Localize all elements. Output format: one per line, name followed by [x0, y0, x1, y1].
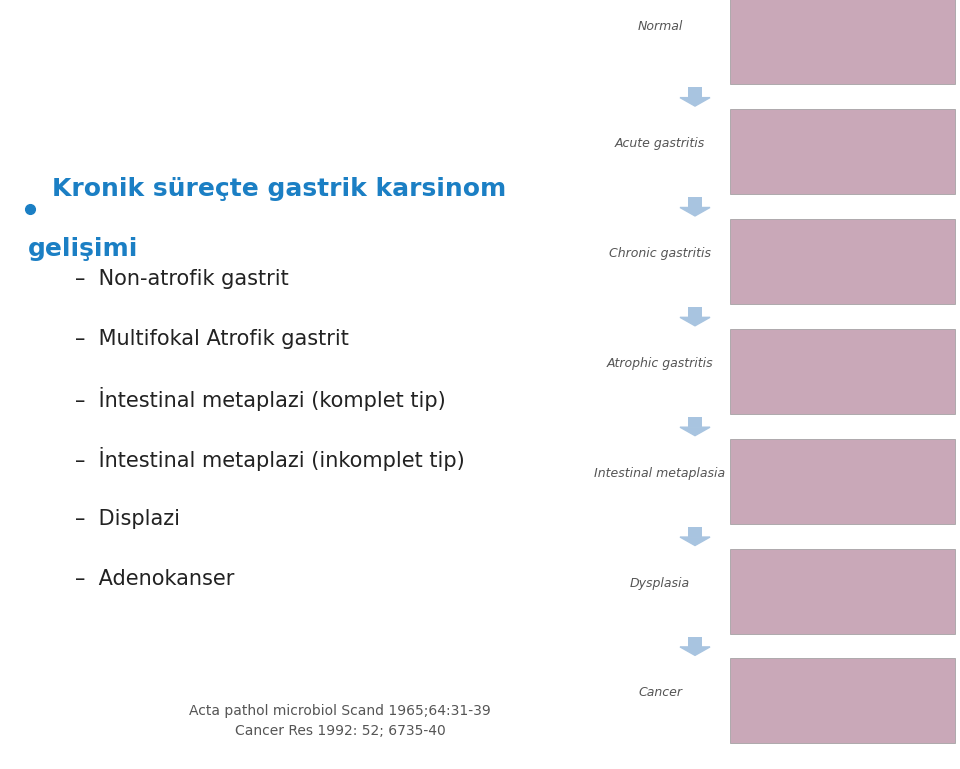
Text: Acute gastritis: Acute gastritis: [614, 137, 706, 150]
Bar: [730, 438, 955, 524]
Bar: [730, 548, 955, 634]
Polygon shape: [680, 428, 710, 436]
Text: Kronik süreçte gastrik karsinom: Kronik süreçte gastrik karsinom: [52, 177, 506, 201]
Text: Normal: Normal: [637, 20, 683, 33]
Text: –  Adenokanser: – Adenokanser: [75, 569, 234, 589]
Polygon shape: [680, 647, 710, 655]
Polygon shape: [680, 318, 710, 326]
Text: Intestinal metaplasia: Intestinal metaplasia: [594, 467, 726, 480]
Bar: [730, 0, 955, 85]
FancyBboxPatch shape: [688, 87, 702, 98]
Text: –  İntestinal metaplazi (inkomplet tip): – İntestinal metaplazi (inkomplet tip): [75, 447, 465, 471]
FancyBboxPatch shape: [688, 307, 702, 318]
Polygon shape: [680, 208, 710, 216]
Text: Chronic gastritis: Chronic gastritis: [609, 247, 711, 260]
Bar: [730, 219, 955, 304]
Text: Atrophic gastritis: Atrophic gastritis: [607, 357, 713, 370]
Bar: [730, 329, 955, 414]
Text: Cancer: Cancer: [638, 687, 682, 699]
FancyBboxPatch shape: [688, 527, 702, 537]
Text: Dysplasia: Dysplasia: [630, 577, 690, 590]
Bar: [730, 109, 955, 194]
Bar: [730, 658, 955, 744]
Text: –  Displazi: – Displazi: [75, 509, 180, 529]
FancyBboxPatch shape: [688, 197, 702, 208]
FancyBboxPatch shape: [688, 637, 702, 647]
Text: Acta pathol microbiol Scand 1965;64:31-39: Acta pathol microbiol Scand 1965;64:31-3…: [189, 704, 491, 718]
Text: –  İntestinal metaplazi (komplet tip): – İntestinal metaplazi (komplet tip): [75, 387, 445, 411]
FancyBboxPatch shape: [688, 417, 702, 428]
Text: gelişimi: gelişimi: [28, 237, 138, 261]
Polygon shape: [680, 98, 710, 106]
Text: Cancer Res 1992: 52; 6735-40: Cancer Res 1992: 52; 6735-40: [234, 724, 445, 738]
Polygon shape: [680, 537, 710, 545]
Text: –  Multifokal Atrofik gastrit: – Multifokal Atrofik gastrit: [75, 329, 348, 349]
Text: –  Non-atrofik gastrit: – Non-atrofik gastrit: [75, 269, 289, 289]
